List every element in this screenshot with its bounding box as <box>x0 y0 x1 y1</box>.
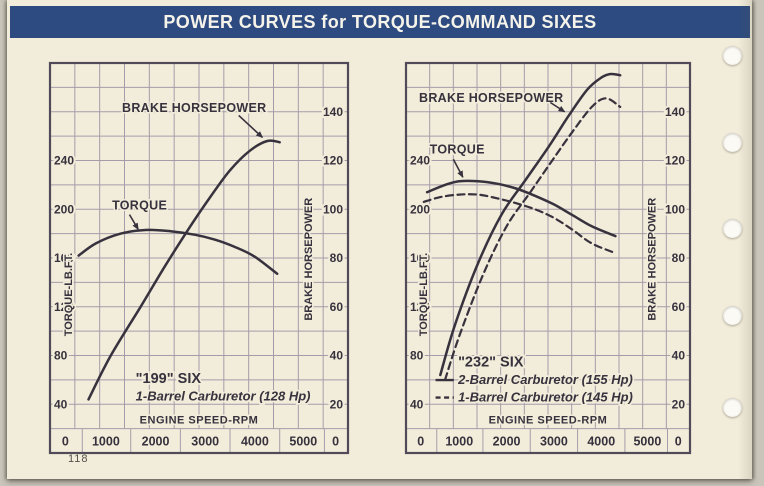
bhp-axis-tick: 0 <box>332 434 339 448</box>
legend-label: 2-Barrel Carburetor (155 Hp) <box>457 372 633 387</box>
annotation-arrow <box>238 114 264 139</box>
bhp-axis-tick: 140 <box>323 105 343 119</box>
torque-axis-title: TORQUE-LB.FT. <box>63 253 75 337</box>
rpm-axis-tick: 0 <box>332 434 339 448</box>
power-curve-chart-232-six: 240 200 160 120 80 40 140 120 100 80 60 40 20 0 0 1000 2… <box>404 61 692 460</box>
chart-border <box>404 61 692 455</box>
annotation-arrow <box>549 101 566 113</box>
bhp-axis-tick: 40 <box>330 349 344 363</box>
bhp-axis-tick: 60 <box>330 300 344 314</box>
rpm-axis-tick: 5000 <box>633 434 661 448</box>
annotation-torque: TORQUE <box>430 143 485 157</box>
torque-axis-tick: 40 <box>54 397 68 411</box>
engine-title: "199" SIX <box>136 371 202 387</box>
bhp-axis-tick: 20 <box>330 397 344 411</box>
bhp-axis-tick: 40 <box>672 349 686 363</box>
binder-hole <box>723 306 742 325</box>
engine-title: "232" SIX <box>458 354 524 370</box>
bhp-axis-tick: 100 <box>323 202 343 216</box>
x-axis-title: ENGINE SPEED-RPM <box>489 415 608 427</box>
grid-lines <box>50 63 348 453</box>
rpm-axis-tick: 4000 <box>587 434 615 448</box>
torque-axis-tick: 200 <box>410 202 430 216</box>
rpm-axis-tick: 2000 <box>142 434 170 448</box>
rpm-axis-tick: 0 <box>675 434 682 448</box>
bhp-axis-tick: 120 <box>323 154 343 168</box>
bhp-axis-tick: 100 <box>665 202 685 216</box>
curve-torque-1-barrel <box>422 193 617 255</box>
torque-axis-tick: 40 <box>410 397 424 411</box>
bhp-axis-tick: 80 <box>672 251 686 265</box>
bhp-axis-title: BRAKE HORSEPOWER <box>647 198 659 321</box>
torque-axis-tick: 160 <box>54 251 74 265</box>
bhp-axis-title: BRAKE HORSEPOWER <box>303 198 315 321</box>
torque-axis-tick: 80 <box>410 349 424 363</box>
torque-axis-tick: 240 <box>410 154 430 168</box>
binder-hole <box>723 133 742 152</box>
legend-label: 1-Barrel Carburetor (128 Hp) <box>136 388 311 403</box>
torque-axis-tick: 160 <box>410 251 430 265</box>
curve-brake-horsepower <box>87 139 281 401</box>
rpm-axis-tick: 0 <box>417 434 424 448</box>
rpm-axis-tick: 0 <box>62 434 69 448</box>
curve-torque-2-barrel <box>425 179 617 238</box>
annotation-arrow <box>128 214 139 231</box>
rpm-axis-tick: 2000 <box>493 434 521 448</box>
bhp-axis-tick: 20 <box>672 397 686 411</box>
rpm-axis-tick: 5000 <box>289 434 317 448</box>
page-title-banner: POWER CURVES for TORQUE-COMMAND SIXES <box>10 6 750 38</box>
bhp-axis-tick: 120 <box>665 154 685 168</box>
curve-brake-horsepower-1-barrel <box>443 97 622 381</box>
rpm-axis-tick: 3000 <box>191 434 219 448</box>
rpm-axis-tick: 1000 <box>92 434 120 448</box>
rpm-axis-tick: 3000 <box>540 434 568 448</box>
bhp-axis-tick: 0 <box>675 434 682 448</box>
page-number: 118 <box>68 453 89 465</box>
binder-hole <box>723 398 742 417</box>
annotation-brake-horsepower: BRAKE HORSEPOWER <box>122 101 266 115</box>
chart-border <box>48 61 350 455</box>
torque-axis-tick: 120 <box>410 300 430 314</box>
bhp-axis-tick: 60 <box>672 300 686 314</box>
legend-label: 1-Barrel Carburetor (145 Hp) <box>458 390 633 405</box>
bhp-axis-tick: 80 <box>330 251 344 265</box>
torque-axis-title: TORQUE-LB.FT. <box>418 253 430 337</box>
torque-axis-tick: 240 <box>54 154 74 168</box>
annotation-arrow <box>452 158 464 178</box>
torque-axis-tick: 200 <box>54 202 74 216</box>
binder-hole <box>723 219 742 238</box>
power-curve-chart-199-six: 240 200 160 120 80 40 140 120 100 80 60 40 20 0 0 1000 2… <box>48 61 350 460</box>
brochure-page: POWER CURVES for TORQUE-COMMAND SIXES 24… <box>7 0 752 479</box>
torque-axis-tick: 80 <box>54 349 68 363</box>
grid-lines <box>406 63 690 453</box>
torque-axis-tick: 120 <box>54 300 74 314</box>
x-axis-title: ENGINE SPEED-RPM <box>140 415 259 427</box>
curve-torque <box>77 228 279 276</box>
rpm-axis-tick: 4000 <box>241 434 269 448</box>
bhp-axis-tick: 140 <box>665 105 685 119</box>
rpm-axis-tick: 1000 <box>445 434 473 448</box>
curve-brake-horsepower-2-barrel <box>439 72 622 377</box>
annotation-torque: TORQUE <box>112 198 167 212</box>
binder-hole <box>723 46 742 65</box>
annotation-brake-horsepower: BRAKE HORSEPOWER <box>419 91 563 105</box>
